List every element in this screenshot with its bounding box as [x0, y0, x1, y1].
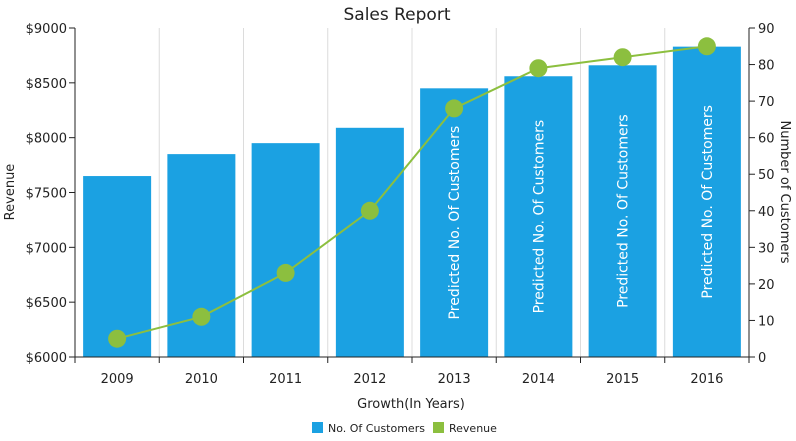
y2-axis-title: Number of Customers: [777, 121, 792, 264]
grid-lines: [158, 28, 666, 357]
x-tick-label: 2013: [438, 372, 471, 387]
right-tick-label: 50: [758, 168, 775, 183]
bar: [335, 127, 404, 358]
legend-swatch-revenue: [433, 422, 444, 433]
right-tick-label: 70: [758, 95, 775, 110]
left-tick-label: $8000: [26, 132, 67, 147]
bar-data-label: Predicted No. Of Customers: [531, 120, 547, 314]
right-tick-label: 10: [758, 314, 775, 329]
revenue-point: [445, 99, 464, 118]
right-tick-label: 30: [758, 241, 775, 256]
x-tick-label: 2009: [101, 372, 134, 387]
bar: [672, 46, 741, 357]
bar-data-label: Predicted No. Of Customers: [700, 105, 716, 299]
bar: [167, 154, 236, 357]
left-tick-label: $6500: [26, 296, 67, 311]
revenue-point: [613, 48, 632, 67]
left-tick-label: $9000: [26, 22, 67, 37]
x-axis-title: Growth(In Years): [357, 397, 465, 412]
revenue-point: [192, 307, 211, 326]
left-tick-label: $6000: [26, 351, 67, 366]
bar: [504, 76, 573, 358]
bar: [83, 176, 152, 357]
right-tick-label: 90: [758, 22, 775, 37]
legend: No. Of Customers Revenue: [312, 422, 497, 435]
x-tick-label: 2014: [522, 372, 555, 387]
left-axis-ticks: $6000 $6500 $7000 $7500 $8000 $8500 $9000: [26, 22, 75, 366]
revenue-point: [276, 263, 295, 282]
y-axis-title: Revenue: [3, 164, 18, 221]
right-tick-label: 40: [758, 205, 775, 220]
legend-label-revenue: Revenue: [449, 422, 497, 435]
revenue-point: [108, 329, 127, 348]
right-tick-label: 20: [758, 278, 775, 293]
revenue-point: [697, 37, 716, 56]
x-tick-label: 2016: [690, 372, 723, 387]
chart-title: Sales Report: [343, 5, 450, 25]
right-tick-label: 0: [758, 351, 766, 366]
bar-data-label: Predicted No. Of Customers: [616, 114, 632, 308]
revenue-point: [360, 201, 379, 220]
bar-series: [83, 46, 741, 358]
left-tick-label: $8500: [26, 77, 67, 92]
x-tick-label: 2015: [606, 372, 639, 387]
x-tick-label: 2010: [185, 372, 218, 387]
bar: [251, 143, 320, 357]
x-tick-label: 2012: [353, 372, 386, 387]
bar-data-label: Predicted No. Of Customers: [447, 126, 463, 320]
right-axis-ticks: 0 10 20 30 40 50 60 70 80 90: [749, 22, 775, 366]
bar: [588, 65, 657, 357]
left-tick-label: $7500: [26, 187, 67, 202]
right-tick-label: 60: [758, 132, 775, 147]
bar-data-labels: Predicted No. Of Customers Predicted No. …: [447, 105, 716, 319]
left-tick-label: $7000: [26, 241, 67, 256]
legend-label-customers: No. Of Customers: [328, 422, 425, 435]
x-axis-ticks: 2009 2010 2011 2012 2013 2014 2015 2016: [74, 357, 750, 387]
bar: [420, 88, 489, 358]
x-tick-label: 2011: [269, 372, 302, 387]
legend-swatch-customers: [312, 422, 323, 433]
revenue-line: [116, 45, 708, 340]
right-tick-label: 80: [758, 59, 775, 74]
line-series: [108, 37, 716, 348]
revenue-point: [529, 59, 548, 78]
